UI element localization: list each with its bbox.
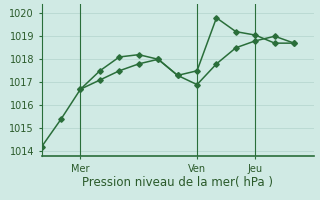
X-axis label: Pression niveau de la mer( hPa ): Pression niveau de la mer( hPa ) (82, 176, 273, 189)
